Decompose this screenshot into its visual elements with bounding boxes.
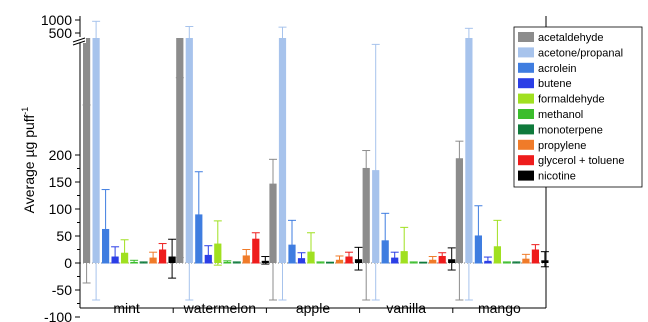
y-tick-label: 100 bbox=[49, 201, 73, 217]
x-tick-label: vanilla bbox=[386, 300, 426, 316]
y-axis-label-superscript: -1 bbox=[20, 107, 30, 115]
y-tick-label: 50 bbox=[56, 228, 72, 244]
x-tick-label: mint bbox=[113, 300, 140, 316]
legend-label: formaldehyde bbox=[538, 94, 605, 106]
legend-swatch bbox=[518, 124, 534, 135]
x-tick-label: apple bbox=[296, 300, 330, 316]
legend: acetaldehyde acetone/propanal acrolein bute… bbox=[513, 26, 643, 188]
legend-swatch bbox=[518, 155, 534, 166]
legend-swatch bbox=[518, 93, 534, 104]
x-tick-label: mango bbox=[478, 300, 521, 316]
y-tick-label: -50 bbox=[52, 282, 72, 298]
legend-swatch bbox=[518, 139, 534, 150]
legend-swatch bbox=[518, 62, 534, 73]
legend-swatch bbox=[518, 78, 534, 89]
legend-swatch bbox=[518, 47, 534, 58]
axis-break-mark bbox=[72, 40, 86, 46]
legend-label: methanol bbox=[538, 109, 583, 121]
legend-label: acrolein bbox=[538, 63, 577, 75]
y-tick-label: 150 bbox=[49, 174, 73, 190]
legend-swatch bbox=[518, 170, 534, 181]
axis-break-mark bbox=[72, 37, 86, 43]
legend-label: glycerol + toluene bbox=[538, 155, 625, 167]
y-tick-label: 200 bbox=[49, 147, 73, 163]
y-axis-label-main: Average µg puff bbox=[21, 115, 37, 214]
y-tick-label: 500 bbox=[49, 25, 73, 41]
y-tick-label: 1000 bbox=[41, 12, 72, 28]
legend-label: acetone/propanal bbox=[538, 47, 623, 59]
legend-label: monoterpene bbox=[538, 124, 603, 136]
y-axis-label: Average µg puff-1 bbox=[20, 107, 37, 214]
legend-swatch bbox=[518, 109, 534, 119]
legend-label: butene bbox=[538, 78, 572, 90]
legend-swatch bbox=[518, 32, 534, 42]
legend-label: nicotine bbox=[538, 171, 576, 183]
error-bars-layer bbox=[82, 20, 549, 301]
legend-label: propylene bbox=[538, 140, 586, 152]
y-tick-label: -100 bbox=[44, 309, 72, 322]
legend-box bbox=[513, 26, 643, 188]
x-tick-label: watermelon bbox=[183, 300, 256, 316]
y-tick-label: 0 bbox=[64, 255, 72, 271]
legend-label: acetaldehyde bbox=[538, 32, 603, 44]
